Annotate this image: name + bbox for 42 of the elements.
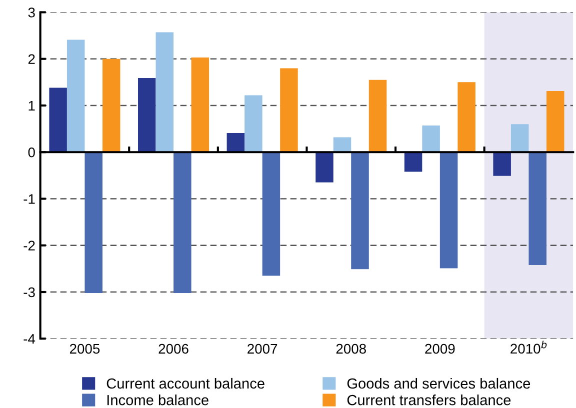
bar <box>546 91 564 152</box>
y-tick-label: 1 <box>28 100 35 111</box>
bar <box>316 152 334 182</box>
x-tick-label: 2010$^{b}$ <box>510 340 547 354</box>
bar <box>174 152 192 293</box>
bar <box>156 32 174 152</box>
x-tick-label: 2007 <box>248 344 278 354</box>
bar <box>422 126 440 152</box>
y-tick-label: -3 <box>24 287 35 298</box>
legend-label: Goods and services balance <box>347 378 530 389</box>
legend-label: Current transfers balance <box>347 394 511 406</box>
bar <box>66 40 85 152</box>
bar <box>404 152 422 172</box>
bar <box>84 152 102 293</box>
y-tick-label: 2 <box>28 54 35 64</box>
y-tick-label: -4 <box>24 334 36 344</box>
bar <box>244 95 262 152</box>
bar <box>528 152 546 265</box>
bar <box>191 57 210 152</box>
y-tick-label: 3 <box>28 8 35 18</box>
bar <box>351 152 369 270</box>
bar <box>226 133 245 152</box>
bar <box>333 137 352 152</box>
x-tick-label: 2009 <box>425 344 455 354</box>
y-tick-label: -2 <box>24 240 35 250</box>
bar <box>102 58 120 152</box>
bar <box>262 152 280 276</box>
bar <box>49 88 67 152</box>
bar <box>458 82 476 152</box>
legend-label: Income balance <box>107 394 208 406</box>
bar <box>440 152 458 268</box>
bar <box>493 152 511 176</box>
x-tick-label: 2008 <box>336 344 366 354</box>
bar <box>510 124 529 152</box>
y-tick-label: -1 <box>24 194 35 204</box>
y-tick-label: 0 <box>28 147 35 158</box>
bar <box>138 78 156 152</box>
x-tick-label: 2005 <box>70 344 100 354</box>
x-tick-label: 2006 <box>158 344 188 354</box>
bar <box>280 68 298 152</box>
legend-label: Current account balance <box>106 378 264 389</box>
bar <box>368 80 387 152</box>
